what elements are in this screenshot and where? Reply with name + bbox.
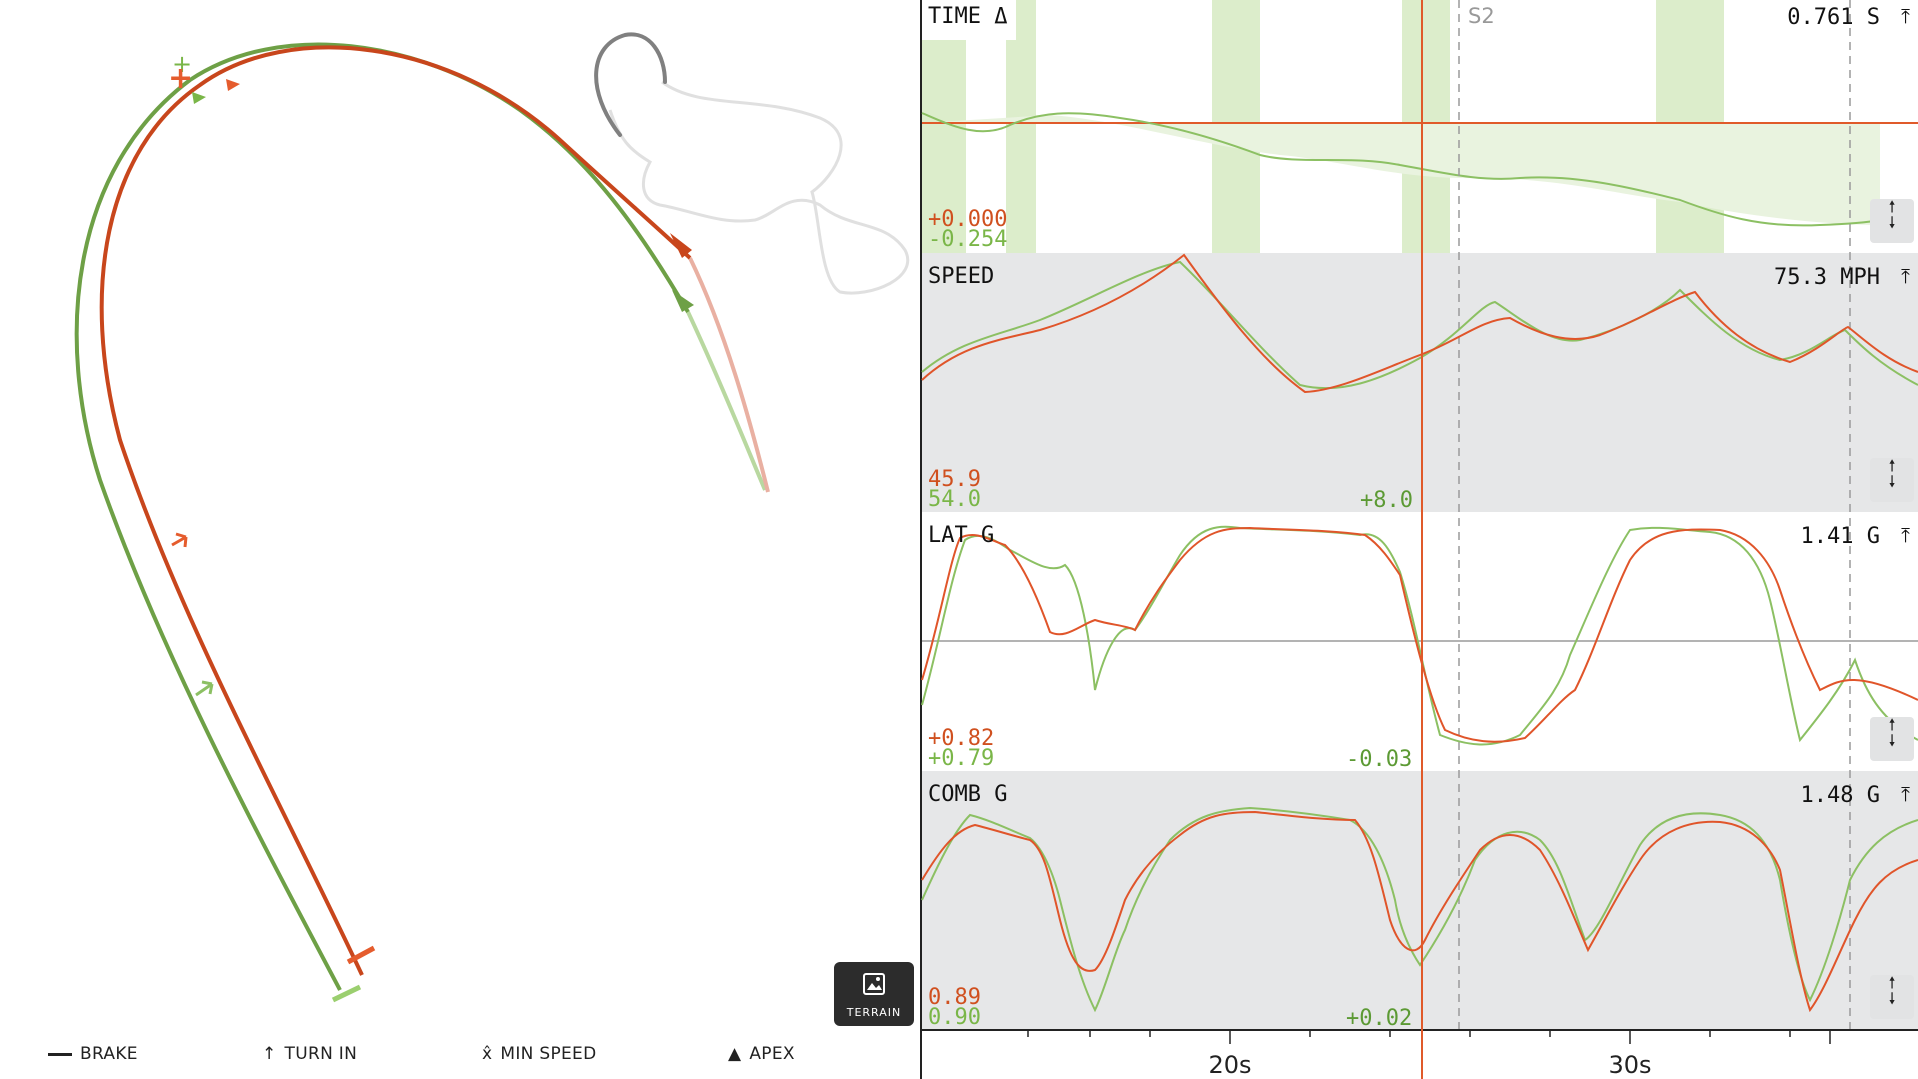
lat-g-lap-b-value: +0.79 bbox=[928, 746, 995, 771]
arrow-down-icon: 🠗 bbox=[1888, 989, 1896, 1008]
lap-b-min-speed-marker: + bbox=[172, 50, 192, 78]
speed-panel-bg bbox=[922, 253, 1918, 512]
comb-g-lap-b-value: 0.90 bbox=[928, 1005, 981, 1030]
terrain-button-label: TERRAIN bbox=[846, 1006, 902, 1019]
lap-a-trace bbox=[99, 45, 692, 976]
min-speed-icon: x̂ bbox=[482, 1044, 493, 1064]
time-delta-value: 0.761 S bbox=[1787, 5, 1880, 30]
lap-b-position-marker bbox=[672, 290, 694, 312]
arrow-down-icon: 🠗 bbox=[1888, 472, 1896, 491]
track-overview-outline bbox=[608, 80, 910, 295]
map-legend: BRAKE ↑ TURN IN x̂ MIN SPEED ▲ APEX bbox=[0, 1030, 920, 1079]
lat-g-lap-b-line bbox=[921, 525, 1918, 746]
legend-turn-in-label: TURN IN bbox=[284, 1044, 358, 1064]
time-delta-title: TIME Δ bbox=[928, 4, 1008, 29]
speed-lap-a-line bbox=[921, 253, 1918, 394]
lap-b-trace-faded bbox=[686, 311, 767, 491]
turn-in-arrow-icon: ↑ bbox=[262, 1044, 277, 1064]
pin-icon[interactable]: ⤒ bbox=[1901, 4, 1910, 28]
lat-g-lap-a-line bbox=[921, 526, 1918, 743]
lat-g-value: 1.41 G bbox=[1800, 524, 1880, 549]
time-delta-lap-a-value: +0.000 bbox=[928, 207, 1008, 232]
telemetry-charts[interactable]: TIME Δ S2 0.761 S ⤒ +0.000 -0.254 🠕 🠗 SPE… bbox=[920, 0, 1918, 1079]
arrow-up-icon: 🠕 bbox=[1888, 197, 1896, 216]
comb-g-scale-button[interactable]: 🠕 🠗 bbox=[1870, 975, 1914, 1019]
arrow-down-icon: 🠗 bbox=[1888, 213, 1896, 232]
terrain-icon bbox=[863, 973, 885, 995]
lat-g-title: LAT G bbox=[928, 523, 995, 548]
legend-brake: BRAKE bbox=[48, 1044, 138, 1064]
legend-brake-label: BRAKE bbox=[80, 1044, 138, 1064]
comb-g-lap-a-line bbox=[921, 810, 1918, 1013]
lap-a-min-speed-marker: + bbox=[168, 61, 193, 96]
time-tick-20s: 20s bbox=[1208, 1051, 1252, 1079]
lap-b-apex-marker bbox=[192, 92, 206, 104]
legend-min-speed-label: MIN SPEED bbox=[500, 1044, 597, 1064]
time-delta-lap-b-value: -0.254 bbox=[928, 227, 1008, 252]
comb-g-value: 1.48 G bbox=[1800, 783, 1880, 808]
time-delta-scale-button[interactable]: 🠕 🠗 bbox=[1870, 199, 1914, 243]
speed-value: 75.3 MPH bbox=[1774, 265, 1880, 290]
lap-b-brake-marker bbox=[331, 984, 362, 1003]
arrow-up-icon: 🠕 bbox=[1888, 715, 1896, 734]
lap-a-trace-faded bbox=[688, 257, 770, 493]
comb-g-pin-icon[interactable]: ⤒ bbox=[1901, 782, 1910, 806]
charts-canvas bbox=[920, 0, 1918, 1079]
legend-apex: ▲ APEX bbox=[728, 1044, 795, 1064]
lat-g-scale-button[interactable]: 🠕 🠗 bbox=[1870, 717, 1914, 761]
comb-g-lap-b-line bbox=[921, 806, 1918, 1013]
legend-apex-label: APEX bbox=[749, 1044, 795, 1064]
speed-pin-icon[interactable]: ⤒ bbox=[1901, 264, 1910, 288]
arrow-up-icon: 🠕 bbox=[1888, 973, 1896, 992]
comb-g-lap-a-value: 0.89 bbox=[928, 985, 981, 1010]
lap-a-brake-marker bbox=[346, 945, 376, 965]
brake-line-icon bbox=[48, 1052, 72, 1056]
apex-triangle-icon: ▲ bbox=[728, 1044, 742, 1064]
track-overview-highlight bbox=[594, 32, 667, 137]
track-map[interactable]: + + bbox=[0, 0, 920, 1079]
time-delta-area bbox=[922, 115, 1880, 225]
speed-scale-button[interactable]: 🠕 🠗 bbox=[1870, 458, 1914, 502]
terrain-button[interactable]: TERRAIN bbox=[834, 962, 914, 1026]
lap-b-turn-in-arrow bbox=[195, 680, 214, 697]
time-title-bg bbox=[922, 0, 1012, 40]
time-tick-30s: 30s bbox=[1608, 1051, 1652, 1079]
speed-delta-value: +8.0 bbox=[1360, 488, 1413, 513]
lap-a-turn-in-arrow bbox=[171, 532, 188, 548]
arrow-down-icon: 🠗 bbox=[1888, 731, 1896, 750]
speed-title: SPEED bbox=[928, 264, 995, 289]
time-delta-lap-b-line bbox=[921, 112, 1881, 227]
sector-2-label: S2 bbox=[1468, 4, 1495, 28]
lat-g-pin-icon[interactable]: ⤒ bbox=[1901, 523, 1910, 547]
speed-lap-b-line bbox=[921, 260, 1918, 390]
comb-g-title: COMB G bbox=[928, 782, 1008, 807]
time-axis-ticks bbox=[1027, 1030, 1831, 1044]
arrow-up-icon: 🠕 bbox=[1888, 456, 1896, 475]
lap-a-apex-marker bbox=[226, 79, 240, 91]
lap-b-trace bbox=[74, 42, 690, 991]
comb-g-panel-bg bbox=[922, 771, 1918, 1029]
comb-g-delta-value: +0.02 bbox=[1346, 1006, 1413, 1031]
speed-lap-a-value: 45.9 bbox=[928, 467, 981, 492]
legend-turn-in: ↑ TURN IN bbox=[262, 1044, 357, 1064]
legend-min-speed: x̂ MIN SPEED bbox=[482, 1044, 597, 1064]
speed-lap-b-value: 54.0 bbox=[928, 487, 981, 512]
lap-a-position-marker bbox=[670, 233, 692, 258]
lat-g-delta-value: -0.03 bbox=[1346, 747, 1413, 772]
lat-g-lap-a-value: +0.82 bbox=[928, 726, 995, 751]
